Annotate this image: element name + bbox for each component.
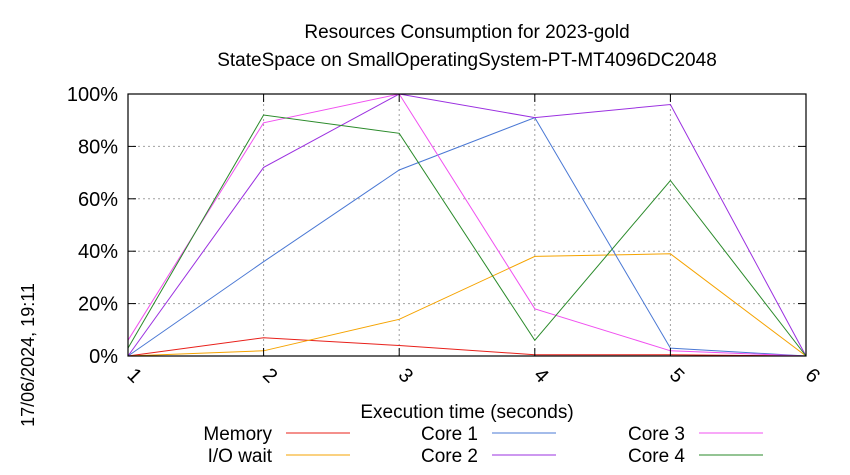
y-tick-label: 0% [89,346,118,368]
series-lines [127,93,807,357]
y-tick-label: 20% [78,294,118,316]
series-line-i-o-wait [127,253,807,357]
y-tick-label: 60% [78,189,118,211]
series-line-memory [127,337,807,357]
y-tick-label: 40% [78,241,118,263]
y-tick-label: 100% [67,84,118,106]
x-tick-label: 1 [123,364,146,387]
x-tick-label: 4 [529,364,552,387]
series-line-core-4 [127,114,807,357]
x-tick-label: 2 [258,364,281,387]
legend-label-memory: Memory [203,424,272,445]
timestamp-label: 17/06/2024, 19:11 [18,283,38,427]
series-line-core-3 [127,93,807,357]
y-tick-label: 80% [78,136,118,158]
legend-label-core-2: Core 2 [421,446,478,467]
legend-label-core-3: Core 3 [628,424,685,445]
x-axis-label: Execution time (seconds) [360,402,573,423]
series-line-core-1 [127,116,807,357]
x-tick-label: 3 [394,364,417,387]
x-tick-label: 5 [665,364,688,387]
axis-ticks: 0% 20% 40% 60% 80% 100% 1 2 3 4 5 6 [67,84,824,387]
legend-label-i-o-wait: I/O wait [208,446,273,467]
legend-label-core-1: Core 1 [421,424,478,445]
series-line-core-2 [127,93,807,357]
plot-frame [127,93,807,357]
x-tick-label: 6 [801,364,824,387]
chart-title: Resources Consumption for 2023-gold [304,22,629,43]
chart-subtitle: StateSpace on SmallOperatingSystem-PT-MT… [217,50,717,71]
legend-label-core-4: Core 4 [628,446,685,467]
